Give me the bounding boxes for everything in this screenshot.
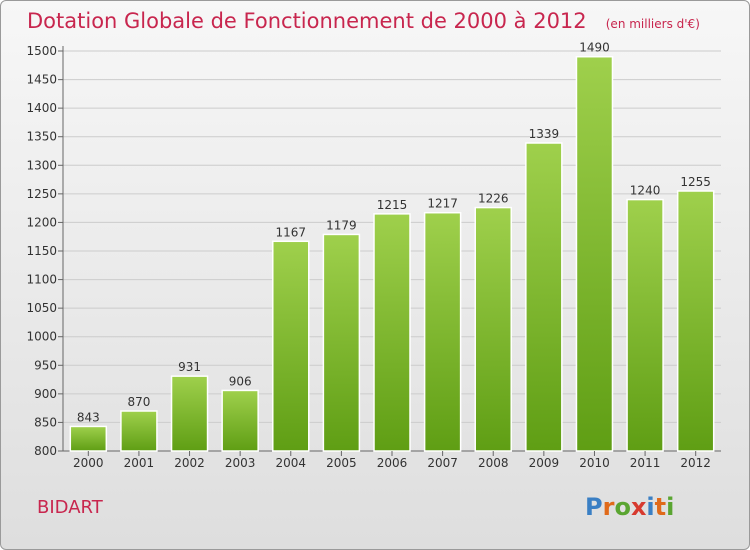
x-tick-label: 2009 [529, 456, 560, 470]
logo-letter: x [630, 493, 647, 521]
bar [69, 425, 108, 452]
y-tick-label: 950 [34, 358, 57, 372]
data-label: 1240 [630, 184, 661, 198]
data-label: 843 [77, 410, 100, 424]
bar [120, 410, 158, 452]
title-row: Dotation Globale de Fonctionnement de 20… [27, 9, 700, 33]
x-tick-label: 2010 [579, 456, 610, 470]
x-tick-label: 2001 [124, 456, 155, 470]
bar [322, 233, 361, 452]
bar [373, 213, 411, 452]
y-tick-label: 1000 [26, 330, 57, 344]
data-label: 1217 [427, 197, 458, 211]
logo-letter: t [654, 493, 667, 521]
data-label: 1179 [326, 218, 357, 232]
x-tick-label: 2000 [73, 456, 104, 470]
y-tick-label: 1450 [26, 73, 57, 87]
y-tick-label: 1050 [26, 301, 57, 315]
data-label: 870 [127, 395, 150, 409]
bar [272, 240, 310, 452]
logo-letter: i [646, 493, 655, 521]
bar [626, 198, 664, 452]
logo-letter: o [614, 493, 631, 521]
data-label: 1226 [478, 192, 509, 206]
y-tick-label: 1200 [26, 215, 57, 229]
y-tick-labels: 800 850 900 950 1000 1050 1100 1150 1200 1250 1300… [26, 44, 57, 458]
x-tick-label: 2005 [326, 456, 357, 470]
y-tick-label: 900 [34, 387, 57, 401]
y-tick-label: 1100 [26, 273, 57, 287]
commune-name: BIDART [37, 497, 103, 518]
data-label: 1167 [275, 225, 306, 239]
data-label: 1339 [529, 127, 560, 141]
bars [69, 55, 715, 452]
data-labels: 843 870 931 906 1167 1179 1215 1217 1226 1339 1490… [77, 41, 711, 425]
x-tick-label: 2012 [680, 456, 711, 470]
data-label: 906 [229, 374, 252, 388]
x-tick-label: 2006 [377, 456, 408, 470]
x-tick-label: 2008 [478, 456, 509, 470]
bar [525, 142, 563, 452]
y-tick-label: 1300 [26, 158, 57, 172]
y-tick-label: 1150 [26, 244, 57, 258]
bar [423, 211, 462, 452]
logo-letter: i [666, 493, 675, 521]
data-label: 931 [178, 360, 201, 374]
bar [575, 55, 614, 452]
logo-letter: r [602, 493, 615, 521]
y-tick-label: 1350 [26, 130, 57, 144]
bar [170, 375, 209, 452]
x-tick-label: 2007 [427, 456, 458, 470]
proxiti-logo: Proxiti [585, 493, 674, 521]
y-tick-label: 1400 [26, 101, 57, 115]
y-tick-label: 1250 [26, 187, 57, 201]
bar [474, 206, 512, 452]
chart-title: Dotation Globale de Fonctionnement de 20… [27, 9, 587, 33]
chart-subtitle: (en milliers d'€) [605, 17, 700, 31]
x-tick-label: 2004 [275, 456, 306, 470]
data-label: 1215 [377, 198, 408, 212]
y-tick-label: 1500 [26, 44, 57, 58]
bar [221, 389, 259, 452]
logo-letter: P [585, 493, 603, 521]
data-label: 1255 [680, 175, 711, 189]
x-tick-label: 2002 [174, 456, 205, 470]
y-tick-label: 800 [34, 444, 57, 458]
data-label: 1490 [579, 41, 610, 55]
y-tick-label: 850 [34, 415, 57, 429]
bar [676, 190, 715, 452]
x-tick-label: 2011 [630, 456, 661, 470]
x-tick-label: 2003 [225, 456, 256, 470]
x-tick-labels: 2000 2001 2002 2003 2004 2005 2006 2007 2008 2009… [73, 451, 711, 470]
